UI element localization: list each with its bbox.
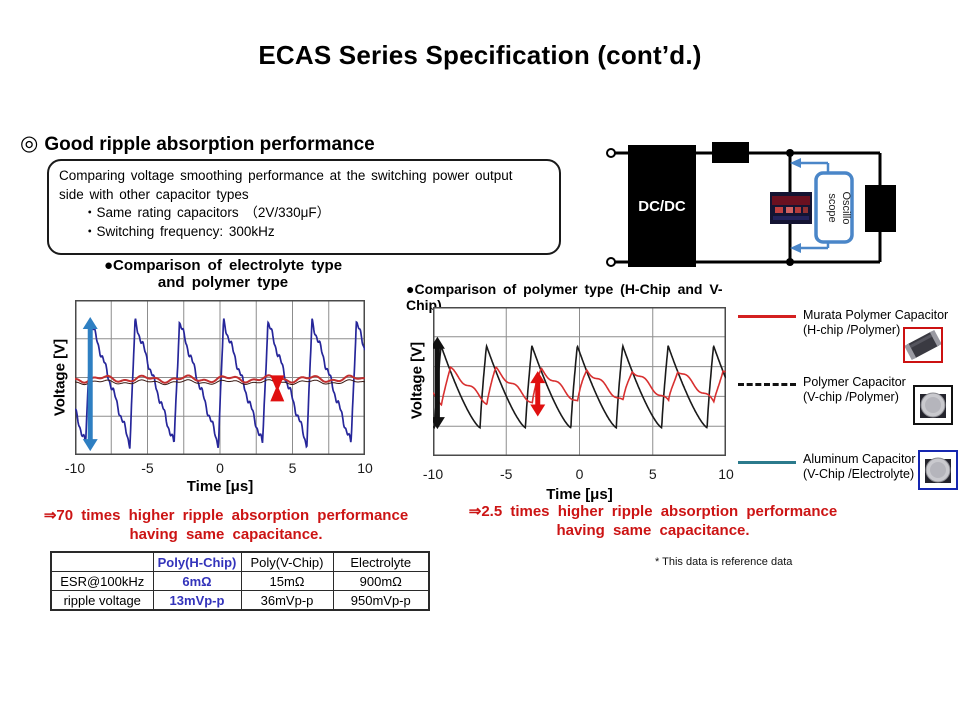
reference-footnote: * This data is reference data [655,556,793,568]
legend-line-dashed-black [738,383,796,386]
left-chart-y-axis-label: Voltage [V] [51,338,69,417]
waveform-series-1 [433,365,726,407]
page-title: ECAS Series Specification (cont’d.) [258,40,702,70]
dcdc-label: DC/DC [638,198,686,215]
load-resistor [865,185,896,232]
x-tick-label: -10 [64,460,86,476]
amplitude-arrow [433,336,445,430]
table-header: Electrolyte [332,551,430,572]
left-chart-x-axis-label: Time [μs] [186,478,254,495]
right-chart-x-axis-label: Time [μs] [546,486,613,503]
table-header: Poly(H-Chip) [152,551,242,572]
left-chart-title: ●Comparison of electrolyte type and poly… [103,257,343,292]
legend-line-solid-red [738,315,796,318]
dcdc-converter-box [628,145,696,267]
condition-info-box: Comparing voltage smoothing performance … [47,159,561,255]
table-row: ripple voltage 13mVp-p 36mVp-p 950mVp-p [50,590,430,611]
input-terminal [606,148,616,158]
x-tick-label: 0 [575,466,584,482]
double-circle-icon: ◎ [20,132,39,155]
table-cell: 36mVp-p [240,590,334,611]
table-cell: 900mΩ [332,571,430,591]
waveform-series-0 [75,318,365,449]
circuit-diagram: DC/DC [606,142,896,267]
table-header: Poly(V-Chip) [240,551,334,572]
table-cell: 13mVp-p [152,590,242,611]
left-chart-x-ticks: -10 -5 0 5 10 [65,460,373,478]
x-tick-label: 0 [216,460,224,476]
x-tick-label: 10 [718,466,734,482]
input-terminal [606,257,616,267]
x-tick-label: 5 [648,466,657,482]
waveform-series-2 [75,374,365,384]
table-cell: ripple voltage [50,590,154,611]
inductor [712,142,749,163]
ripple-marker [270,375,285,402]
comparison-table: Poly(H-Chip) Poly(V-Chip) Electrolyte ESR@1… [50,551,430,611]
right-chart-x-ticks: -10 -5 0 5 10 [423,466,734,484]
ecas-chip-photo [770,192,812,224]
left-conclusion-text: ⇒70 times higher ripple absorption perfo… [43,507,409,543]
right-conclusion-text: ⇒2.5 times higher ripple absorption perf… [468,503,838,539]
oscilloscope-box [814,171,854,244]
x-tick-label: 10 [357,460,373,476]
chip-capacitor-photo [903,327,943,363]
x-tick-label: 5 [288,460,297,476]
right-chart-y-axis-label: Voltage [V] [408,341,426,420]
table-cell: ESR@100kHz [50,571,154,591]
legend-label: Aluminum Capacitor (V-Chip /Electrolyte) [803,452,916,481]
legend-label: Murata Polymer Capacitor (H-chip /Polymer… [803,308,949,337]
legend-line-solid-teal [738,461,796,464]
table-header [50,551,154,572]
amplitude-arrow [530,371,546,417]
chart-legend: Murata Polymer Capacitor (H-chip /Polymer… [735,305,960,505]
can-capacitor-photo [913,385,953,425]
right-chart-plot [433,307,726,456]
table-cell: 6mΩ [152,571,242,591]
info-bullet: ・Switching frequency: 300kHz [83,223,275,239]
table-cell: 950mVp-p [332,590,430,611]
right-chart-title: ●Comparison of polymer type (H-Chip and … [406,281,723,314]
table-cell: 15mΩ [240,571,334,591]
section-heading-text: Good ripple absorption performance [44,134,375,155]
x-tick-label: -5 [141,460,154,476]
legend-label: Polymer Capacitor (V-chip /Polymer) [803,375,906,404]
info-bullet: ・Same rating capacitors （2V/330μF） [83,205,331,221]
table-row: ESR@100kHz 6mΩ 15mΩ 900mΩ [50,571,430,591]
x-tick-label: -5 [500,466,513,482]
waveform-series-1 [75,379,365,386]
x-tick-label: -10 [422,466,444,482]
oscilloscope-label: Oscillo scope [825,191,852,225]
left-chart-plot [75,300,365,455]
can-capacitor-photo [918,450,958,490]
info-line: side with other capacitor types [59,186,249,202]
section-heading: ◎ Good ripple absorption performance [20,131,375,156]
amplitude-arrow [82,317,98,452]
info-line: Comparing voltage smoothing performance … [59,168,513,183]
